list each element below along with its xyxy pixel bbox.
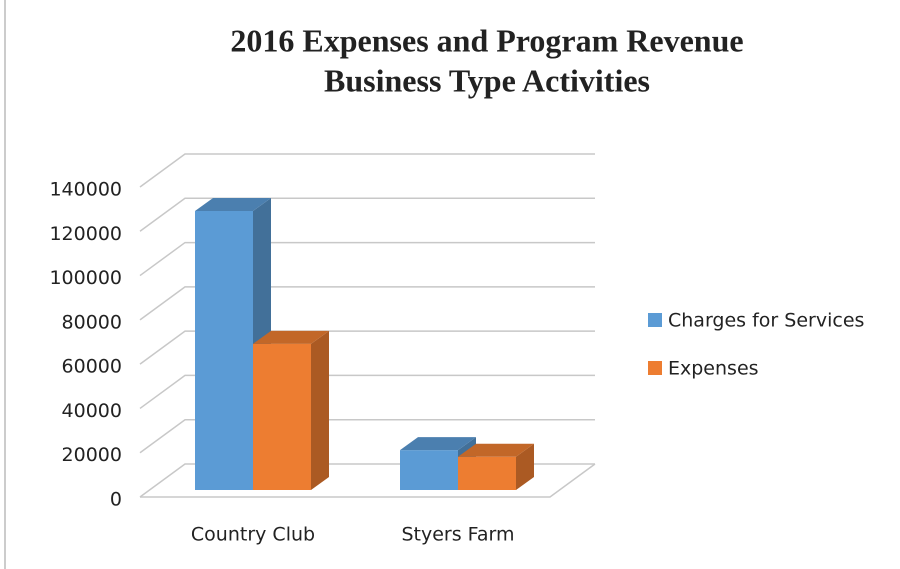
bar-front [195,211,253,490]
grid-line [139,197,595,232]
floor [140,463,596,498]
chart-title: 2016 Expenses and Program Revenue [230,22,743,58]
x-tick-label: Styers Farm [401,524,514,546]
y-tick-label: 40000 [62,400,122,422]
bar-top [458,443,534,457]
y-tick-label: 20000 [62,444,122,466]
grid-line [139,418,595,454]
grid-line [139,330,595,365]
bar-top [400,437,476,451]
grid-line [139,241,595,277]
bar-top [253,330,329,344]
bar [458,443,534,490]
bar-side [516,443,534,490]
y-tick-label: 140000 [49,179,122,201]
legend-swatch [648,361,662,375]
bar-front [458,456,516,490]
y-tick-label: 60000 [62,356,122,378]
legend-label: Charges for Services [668,310,864,332]
chart-title: Business Type Activities [324,62,650,98]
bar [253,330,329,490]
legend-swatch [648,313,662,327]
bar-side [311,330,329,490]
y-tick-label: 80000 [62,311,122,333]
grid-line [139,153,595,188]
bar-front [400,450,458,490]
y-tick-label: 120000 [49,223,122,245]
bar-front [253,343,311,490]
grid-line [139,374,595,410]
x-tick-label: Country Club [191,524,315,546]
bar-top [195,198,271,211]
y-tick-label: 100000 [49,267,122,289]
legend-label: Expenses [668,358,759,380]
grid-line [139,286,595,321]
y-tick-label: 0 [110,489,122,511]
